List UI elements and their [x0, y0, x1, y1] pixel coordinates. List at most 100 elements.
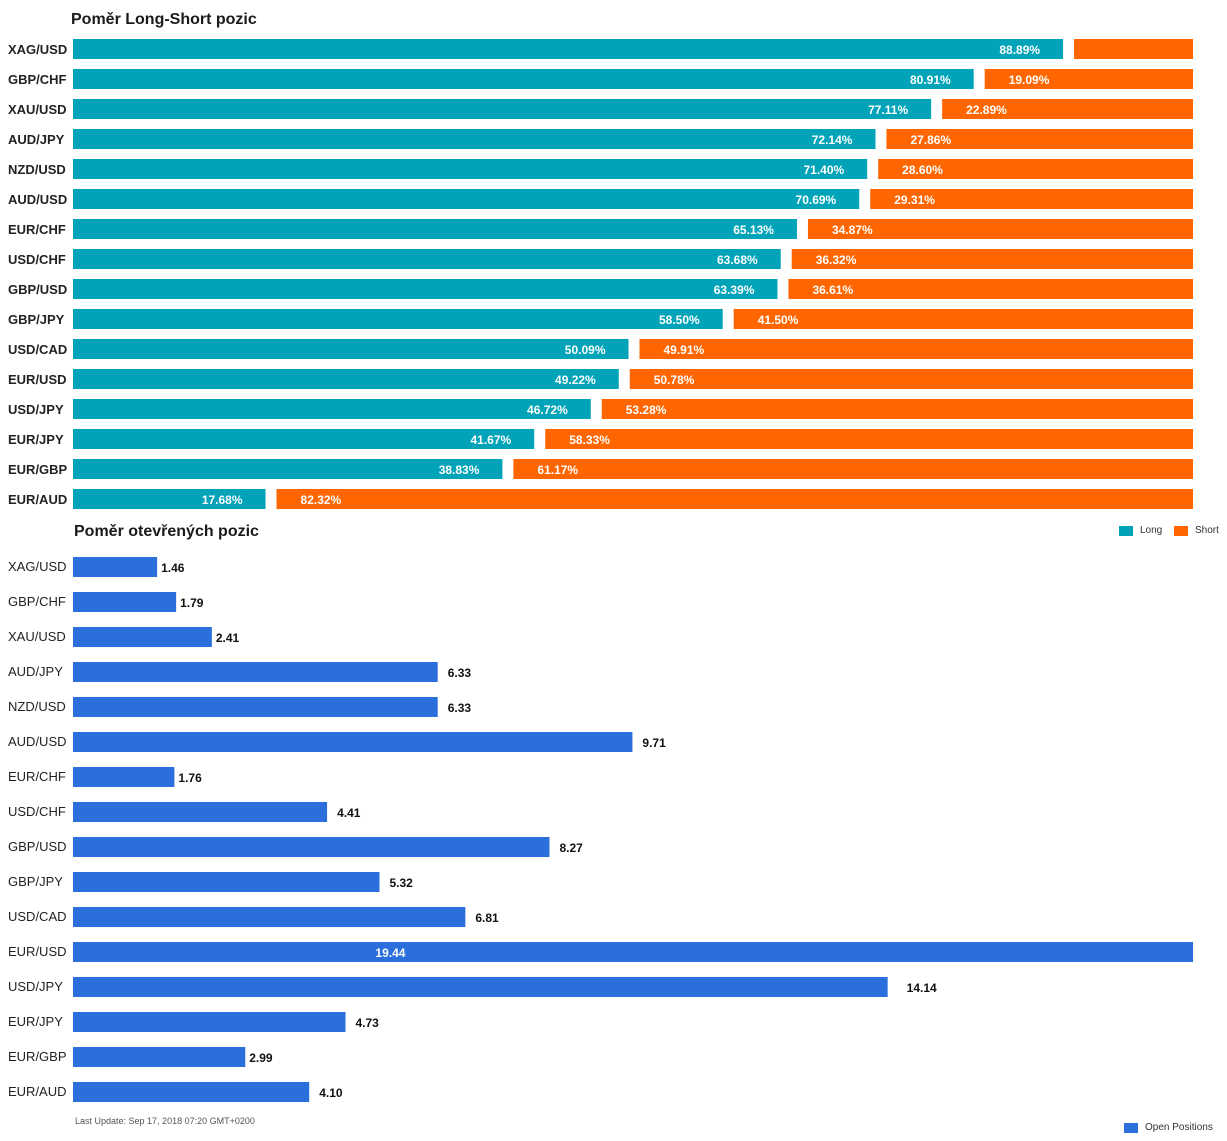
short-value-eur-jpy: 58.33% — [569, 433, 610, 447]
short-value-gbp-jpy: 41.50% — [758, 313, 799, 327]
short-bar-usd-chf — [791, 249, 1193, 269]
short-bar-eur-usd — [629, 369, 1193, 389]
open-bar-nzd-usd — [73, 697, 438, 717]
short-value-aud-usd: 29.31% — [894, 193, 935, 207]
long-value-eur-aud: 17.68% — [202, 493, 243, 507]
open-value-xau-usd: 2.41 — [216, 631, 240, 645]
short-bar-eur-gbp — [513, 459, 1193, 479]
open-bar-xau-usd — [73, 627, 212, 647]
open-value-gbp-usd: 8.27 — [559, 841, 583, 855]
long-bar-eur-gbp — [73, 459, 503, 479]
category-label-usd-chf: USD/CHF — [8, 252, 66, 267]
long-value-eur-usd: 49.22% — [555, 373, 596, 387]
short-value-gbp-usd: 36.61% — [812, 283, 853, 297]
legend-short-swatch — [1174, 525, 1188, 536]
open-bar-eur-jpy — [73, 1012, 346, 1032]
open-bar-eur-gbp — [73, 1047, 246, 1067]
category-label-nzd-usd: NZD/USD — [8, 162, 66, 177]
long-value-nzd-usd: 71.40% — [803, 163, 844, 177]
open-bar-usd-cad — [73, 907, 466, 927]
open-positions-chart: XAG/USD 1.46 GBP/CHF 1.79 XAU/USD 2.41 AUD/JPY… — [8, 557, 1193, 1102]
long-value-eur-jpy: 41.67% — [471, 433, 512, 447]
short-bar-eur-jpy — [545, 429, 1193, 449]
category-label-eur-aud: EUR/AUD — [8, 492, 67, 507]
long-value-usd-chf: 63.68% — [717, 253, 758, 267]
short-value-eur-usd: 50.78% — [654, 373, 695, 387]
open-value-eur-usd: 19.44 — [375, 946, 405, 960]
short-value-nzd-usd: 28.60% — [902, 163, 943, 177]
category-label-eur-gbp: EUR/GBP — [8, 1049, 67, 1064]
short-bar-aud-usd — [870, 189, 1193, 209]
open-bar-eur-usd — [73, 942, 1193, 962]
long-bar-usd-jpy — [73, 399, 591, 419]
category-label-eur-aud: EUR/AUD — [8, 1084, 67, 1099]
short-value-eur-aud: 82.32% — [301, 493, 342, 507]
long-bar-xag-usd — [73, 39, 1064, 59]
legend-open-positions-label: Open Positions — [1145, 1122, 1213, 1133]
short-bar-usd-jpy — [601, 399, 1193, 419]
short-bar-gbp-usd — [788, 279, 1193, 299]
short-bar-gbp-jpy — [733, 309, 1193, 329]
short-value-eur-gbp: 61.17% — [537, 463, 578, 477]
short-bar-usd-cad — [639, 339, 1193, 359]
short-bar-eur-chf — [807, 219, 1193, 239]
legend-short-label: Short — [1195, 525, 1219, 536]
long-value-xau-usd: 77.11% — [868, 103, 908, 117]
open-value-aud-usd: 9.71 — [642, 736, 666, 750]
open-bar-usd-jpy — [73, 977, 888, 997]
long-bar-eur-chf — [73, 219, 797, 239]
open-bar-gbp-chf — [73, 592, 177, 612]
category-label-aud-jpy: AUD/JPY — [8, 664, 63, 679]
long-value-aud-jpy: 72.14% — [812, 133, 853, 147]
legend-long-swatch — [1119, 525, 1133, 536]
short-value-usd-chf: 36.32% — [816, 253, 857, 267]
long-value-gbp-chf: 80.91% — [910, 73, 951, 87]
short-bar-aud-jpy — [886, 129, 1193, 149]
legend-long-label: Long — [1140, 525, 1163, 536]
open-value-eur-chf: 1.76 — [178, 771, 202, 785]
open-value-eur-jpy: 4.73 — [356, 1016, 380, 1030]
category-label-xag-usd: XAG/USD — [8, 42, 67, 57]
long-bar-usd-chf — [73, 249, 781, 269]
category-label-eur-usd: EUR/USD — [8, 944, 67, 959]
category-label-gbp-chf: GBP/CHF — [8, 72, 67, 87]
category-label-gbp-jpy: GBP/JPY — [8, 874, 63, 889]
open-value-aud-jpy: 6.33 — [448, 666, 472, 680]
short-bar-xag-usd — [1074, 39, 1193, 59]
short-bar-eur-aud — [276, 489, 1193, 509]
long-value-usd-jpy: 46.72% — [527, 403, 568, 417]
category-label-xag-usd: XAG/USD — [8, 559, 67, 574]
long-bar-nzd-usd — [73, 159, 868, 179]
long-bar-eur-usd — [73, 369, 619, 389]
open-bar-gbp-jpy — [73, 872, 380, 892]
category-label-gbp-usd: GBP/USD — [8, 282, 67, 297]
open-value-usd-chf: 4.41 — [337, 806, 361, 820]
long-bar-aud-usd — [73, 189, 860, 209]
category-label-usd-jpy: USD/JPY — [8, 979, 63, 994]
short-bar-xau-usd — [942, 99, 1193, 119]
category-label-xau-usd: XAU/USD — [8, 102, 67, 117]
long-bar-xau-usd — [73, 99, 932, 119]
short-value-gbp-chf: 19.09% — [1009, 73, 1050, 87]
short-value-eur-chf: 34.87% — [832, 223, 873, 237]
open-bar-usd-chf — [73, 802, 328, 822]
long-value-gbp-usd: 63.39% — [714, 283, 755, 297]
long-short-chart: XAG/USD 88.89% GBP/CHF 80.91% 19.09% XAU/USD 7… — [8, 39, 1193, 509]
long-value-aud-usd: 70.69% — [796, 193, 837, 207]
category-label-gbp-jpy: GBP/JPY — [8, 312, 65, 327]
long-short-chart-title: Poměr Long-Short pozic — [71, 11, 257, 28]
short-value-usd-cad: 49.91% — [664, 343, 705, 357]
category-label-usd-cad: USD/CAD — [8, 909, 67, 924]
long-value-gbp-jpy: 58.50% — [659, 313, 700, 327]
legend-open-positions: Open Positions — [1124, 1122, 1213, 1133]
open-bar-gbp-usd — [73, 837, 550, 857]
category-label-eur-chf: EUR/CHF — [8, 769, 66, 784]
open-bar-eur-chf — [73, 767, 175, 787]
long-value-xag-usd: 88.89% — [999, 43, 1040, 57]
category-label-gbp-usd: GBP/USD — [8, 839, 67, 854]
open-bar-xag-usd — [73, 557, 158, 577]
long-bar-usd-cad — [73, 339, 629, 359]
category-label-eur-chf: EUR/CHF — [8, 222, 66, 237]
open-bar-aud-usd — [73, 732, 633, 752]
